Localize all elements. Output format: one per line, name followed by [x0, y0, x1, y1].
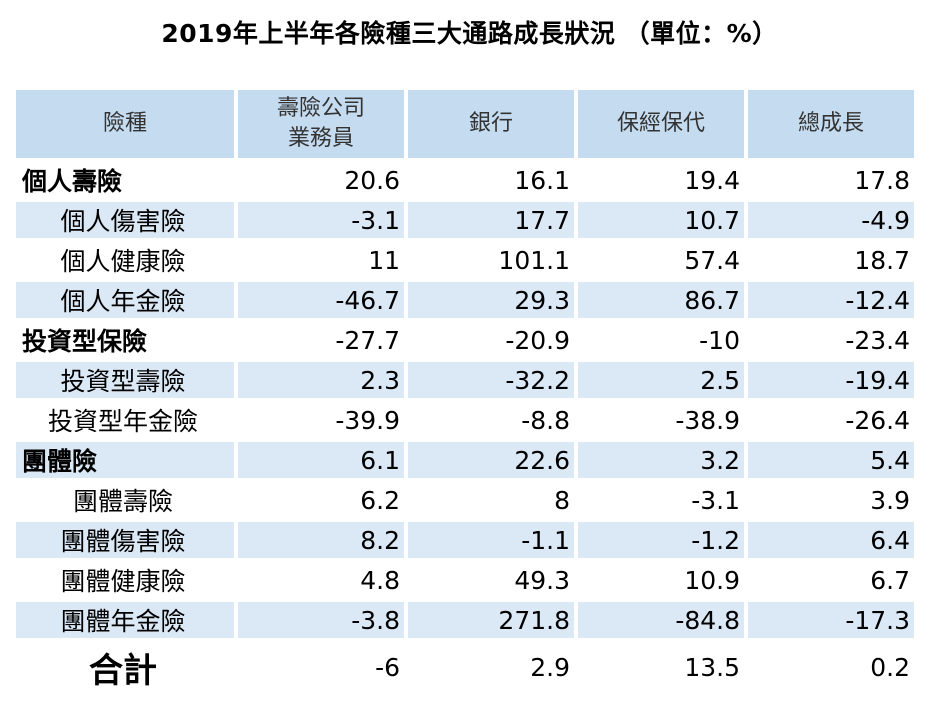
value-cell: 8	[554, 485, 570, 515]
table-row: 個人健康險 11 101.1 57.4 18.7	[16, 242, 914, 278]
row-label: 團體傷害險	[16, 522, 234, 558]
table-row: 團體健康險 4.8 49.3 10.9 6.7	[16, 562, 914, 598]
value-cell: 17.8	[854, 165, 910, 195]
value-cell: 8.2	[238, 522, 404, 558]
value-cell: -3.1	[691, 485, 740, 515]
value-cell: 2.9	[530, 652, 570, 682]
table-row: 個人傷害險 -3.1 17.7 10.7 -4.9	[16, 202, 914, 238]
value-cell: -6	[375, 652, 400, 682]
value-cell: 11	[368, 245, 400, 275]
table-row: 投資型壽險 2.3 -32.2 2.5 -19.4	[16, 362, 914, 398]
row-label: 團體壽險	[72, 487, 173, 516]
value-cell: 5.4	[748, 442, 914, 478]
value-cell: 101.1	[498, 245, 570, 275]
table-row: 個人年金險 -46.7 29.3 86.7 -12.4	[16, 282, 914, 318]
value-cell: -27.7	[335, 325, 400, 355]
value-cell: 19.4	[684, 165, 740, 195]
value-cell: -19.4	[748, 362, 914, 398]
value-cell: -12.4	[748, 282, 914, 318]
value-cell: -20.9	[505, 325, 570, 355]
value-cell: -3.1	[238, 202, 404, 238]
growth-table: 險種 壽險公司業務員 銀行 保經保代 總成長 個人壽險 20.6 16.1 19.4 1…	[12, 86, 918, 696]
table-row: 個人壽險 20.6 16.1 19.4 17.8	[16, 162, 914, 198]
value-cell: -26.4	[845, 405, 910, 435]
row-label: 團體險	[16, 442, 234, 478]
value-cell: -17.3	[748, 602, 914, 638]
header-cell: 銀行	[408, 90, 574, 158]
row-label: 合計	[89, 650, 157, 691]
value-cell: 3.2	[578, 442, 744, 478]
row-label: 投資型壽險	[16, 362, 234, 398]
value-cell: -1.1	[408, 522, 574, 558]
value-cell: 3.9	[870, 485, 910, 515]
value-cell: -32.2	[408, 362, 574, 398]
value-cell: 6.1	[238, 442, 404, 478]
value-cell: 49.3	[514, 565, 570, 595]
value-cell: 57.4	[684, 245, 740, 275]
value-cell: 0.2	[870, 652, 910, 682]
header-cell: 險種	[16, 90, 234, 158]
value-cell: 6.2	[360, 485, 400, 515]
value-cell: 16.1	[514, 165, 570, 195]
value-cell: 6.4	[748, 522, 914, 558]
value-cell: -3.8	[238, 602, 404, 638]
value-cell: 22.6	[408, 442, 574, 478]
value-cell: -39.9	[335, 405, 400, 435]
value-cell: 17.7	[408, 202, 574, 238]
table-row: 團體傷害險 8.2 -1.1 -1.2 6.4	[16, 522, 914, 558]
table-row: 團體險 6.1 22.6 3.2 5.4	[16, 442, 914, 478]
value-cell: -4.9	[748, 202, 914, 238]
value-cell: 2.3	[238, 362, 404, 398]
value-cell: 13.5	[684, 652, 740, 682]
header-cell: 壽險公司業務員	[238, 90, 404, 158]
value-cell: 6.7	[870, 565, 910, 595]
chart-title: 2019年上半年各險種三大通路成長狀況 （單位：%）	[161, 19, 778, 48]
table-row: 團體壽險 6.2 8 -3.1 3.9	[16, 482, 914, 518]
value-cell: 10.7	[578, 202, 744, 238]
row-label: 個人健康險	[60, 247, 186, 276]
table-row: 團體年金險 -3.8 271.8 -84.8 -17.3	[16, 602, 914, 638]
table-row: 投資型保險 -27.7 -20.9 -10 -23.4	[16, 322, 914, 358]
total-row: 合計 -6 2.9 13.5 0.2	[16, 642, 914, 692]
row-label: 個人年金險	[16, 282, 234, 318]
value-cell: 20.6	[344, 165, 400, 195]
value-cell: 2.5	[578, 362, 744, 398]
value-cell: -23.4	[845, 325, 910, 355]
value-cell: -46.7	[238, 282, 404, 318]
row-label: 團體年金險	[16, 602, 234, 638]
value-cell: 10.9	[684, 565, 740, 595]
header-cell: 保經保代	[578, 90, 744, 158]
row-label: 投資型年金險	[47, 407, 198, 436]
header-row: 險種 壽險公司業務員 銀行 保經保代 總成長	[16, 90, 914, 158]
row-label: 投資型保險	[22, 327, 148, 356]
value-cell: -38.9	[675, 405, 740, 435]
value-cell: 4.8	[360, 565, 400, 595]
value-cell: -84.8	[578, 602, 744, 638]
value-cell: 271.8	[408, 602, 574, 638]
header-cell: 總成長	[748, 90, 914, 158]
table-row: 投資型年金險 -39.9 -8.8 -38.9 -26.4	[16, 402, 914, 438]
row-label: 團體健康險	[60, 567, 186, 596]
value-cell: -10	[699, 325, 740, 355]
value-cell: 29.3	[408, 282, 574, 318]
value-cell: 86.7	[578, 282, 744, 318]
row-label: 個人壽險	[22, 167, 123, 196]
value-cell: 18.7	[854, 245, 910, 275]
row-label: 個人傷害險	[16, 202, 234, 238]
value-cell: -1.2	[578, 522, 744, 558]
value-cell: -8.8	[521, 405, 570, 435]
